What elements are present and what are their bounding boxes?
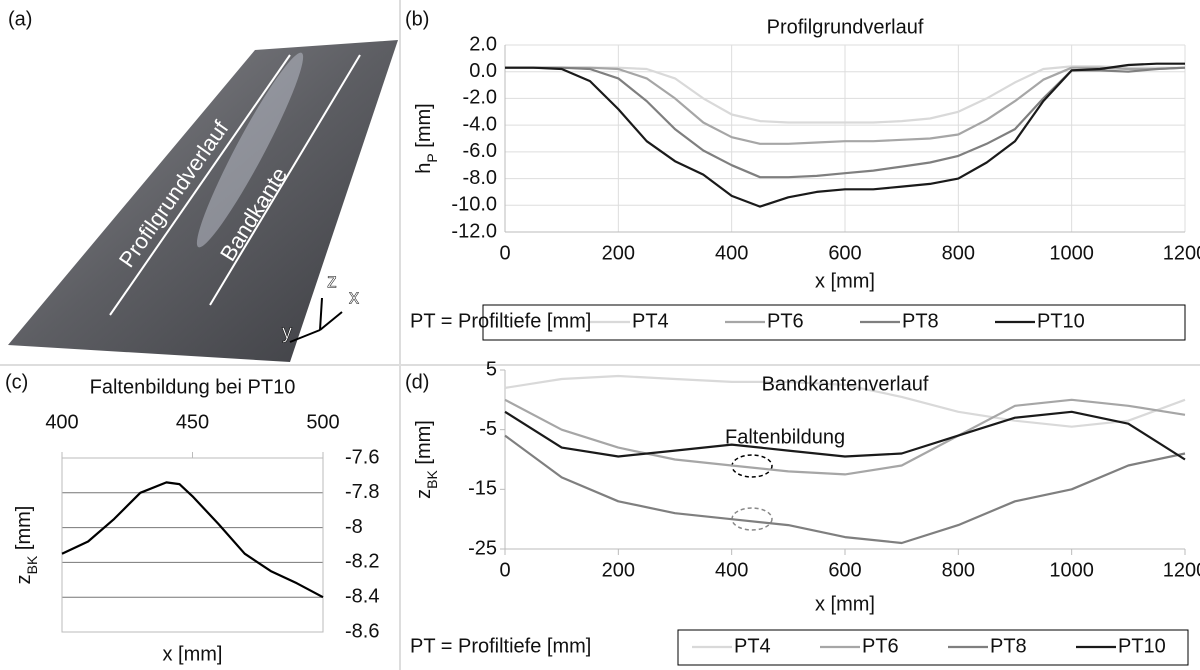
x-axis-label: x [mm] [163, 643, 223, 665]
x-tick-label: 600 [828, 242, 861, 264]
series-line [505, 66, 1186, 145]
legend-box [677, 629, 1189, 666]
legend-label: PT8 [990, 635, 1027, 657]
y-tick-label: -10.0 [451, 194, 497, 216]
y-tick-label: -6.0 [463, 140, 497, 162]
y-tick-label: -7.6 [345, 446, 379, 468]
guide-line [109, 54, 291, 316]
x-tick-label: 0 [499, 242, 510, 264]
x-axis-label: x [mm] [815, 270, 875, 292]
x-axis-label: x [mm] [815, 593, 875, 615]
y-tick-label: 2.0 [469, 33, 497, 55]
y-axis-label-part: [mm] [413, 420, 435, 470]
panel-label: (d) [405, 371, 429, 393]
photo: Profilgrundverlauf Bandkante z x y (a) [8, 8, 398, 362]
x-tick-label: 400 [45, 411, 78, 433]
annotation: Faltenbildung [725, 426, 845, 448]
x-tick-label: 400 [715, 559, 748, 581]
y-tick-label: -8.0 [463, 167, 497, 189]
y-tick-label: -2.0 [463, 87, 497, 109]
y-tick-label: 0.0 [469, 60, 497, 82]
y-tick-label: -8.2 [345, 551, 379, 573]
sheet [8, 40, 398, 362]
series-line [504, 374, 1186, 428]
chart-title: Profilgrundverlauf [767, 16, 924, 38]
x-tick-label: 1000 [1049, 559, 1094, 581]
y-axis-label-part: h [413, 163, 435, 174]
panel-label: (a) [8, 8, 32, 30]
y-tick-label: -8.4 [345, 585, 379, 607]
y-axis-label: hP [mm] [413, 103, 439, 173]
axes-icon [289, 297, 343, 343]
y-tick-label: -15 [468, 478, 497, 500]
chart-title: Faltenbildung bei PT10 [90, 376, 296, 398]
guide-line [209, 54, 361, 306]
x-tick-label: 1200 [1163, 242, 1200, 264]
series-line [504, 410, 1186, 461]
legend-label: PT6 [767, 310, 804, 332]
y-axis-label-part: BK [24, 555, 40, 574]
x-tick-label: 200 [602, 559, 635, 581]
x-tick-label: 600 [828, 559, 861, 581]
y-tick-label: -25 [468, 537, 497, 559]
y-tick-label: -8 [345, 516, 363, 538]
axis-icon-label: x [349, 286, 359, 308]
chart-title: Bandkantenverlauf [762, 373, 929, 395]
y-axis-label-part: z [13, 574, 35, 584]
profile [196, 52, 304, 248]
x-tick-label: 800 [942, 242, 975, 264]
x-tick-label: 1200 [1163, 559, 1200, 581]
series-line [504, 398, 1186, 476]
series-line [505, 62, 1185, 208]
legend-title: PT = Profiltiefe [mm] [410, 635, 591, 657]
series-line [61, 481, 324, 599]
legend-label: PT6 [862, 635, 899, 657]
x-tick-label: 400 [715, 242, 748, 264]
axis-icon-label: z [327, 270, 337, 292]
y-axis-label-part: z [413, 489, 435, 499]
legend-title: PT = Profiltiefe [mm] [410, 310, 591, 332]
y-tick-label: -4.0 [463, 113, 497, 135]
y-axis-label-part: P [424, 153, 440, 162]
y-axis-label: zBK [mm] [13, 506, 39, 585]
y-tick-label: -7.8 [345, 481, 379, 503]
x-tick-label: 500 [306, 411, 339, 433]
legend-label: PT10 [1118, 635, 1166, 657]
legend-box [482, 304, 1186, 341]
x-tick-label: 200 [602, 242, 635, 264]
legend-label: PT8 [902, 310, 939, 332]
panel-label: (c) [5, 371, 28, 393]
y-tick-label: -5 [479, 418, 497, 440]
plot-frame [61, 457, 324, 633]
series-line [505, 65, 1185, 124]
x-tick-label: 0 [499, 559, 510, 581]
y-axis-label-part: [mm] [413, 103, 435, 153]
panel-label: (b) [405, 8, 429, 30]
y-axis-label: zBK [mm] [413, 420, 439, 499]
series-line [504, 434, 1186, 545]
y-tick-label: 5 [486, 358, 497, 380]
legend-label: PT10 [1037, 310, 1085, 332]
axis-icon-label: y [282, 321, 292, 343]
y-tick-label: -8.6 [345, 620, 379, 642]
legend-label: PT4 [734, 635, 771, 657]
y-axis-label-part: BK [424, 470, 440, 489]
x-tick-label: 450 [176, 411, 209, 433]
y-tick-label: -12.0 [451, 220, 497, 242]
x-tick-label: 1000 [1049, 242, 1094, 264]
legend-label: PT4 [632, 310, 669, 332]
y-axis-label-part: [mm] [13, 506, 35, 556]
x-tick-label: 800 [942, 559, 975, 581]
